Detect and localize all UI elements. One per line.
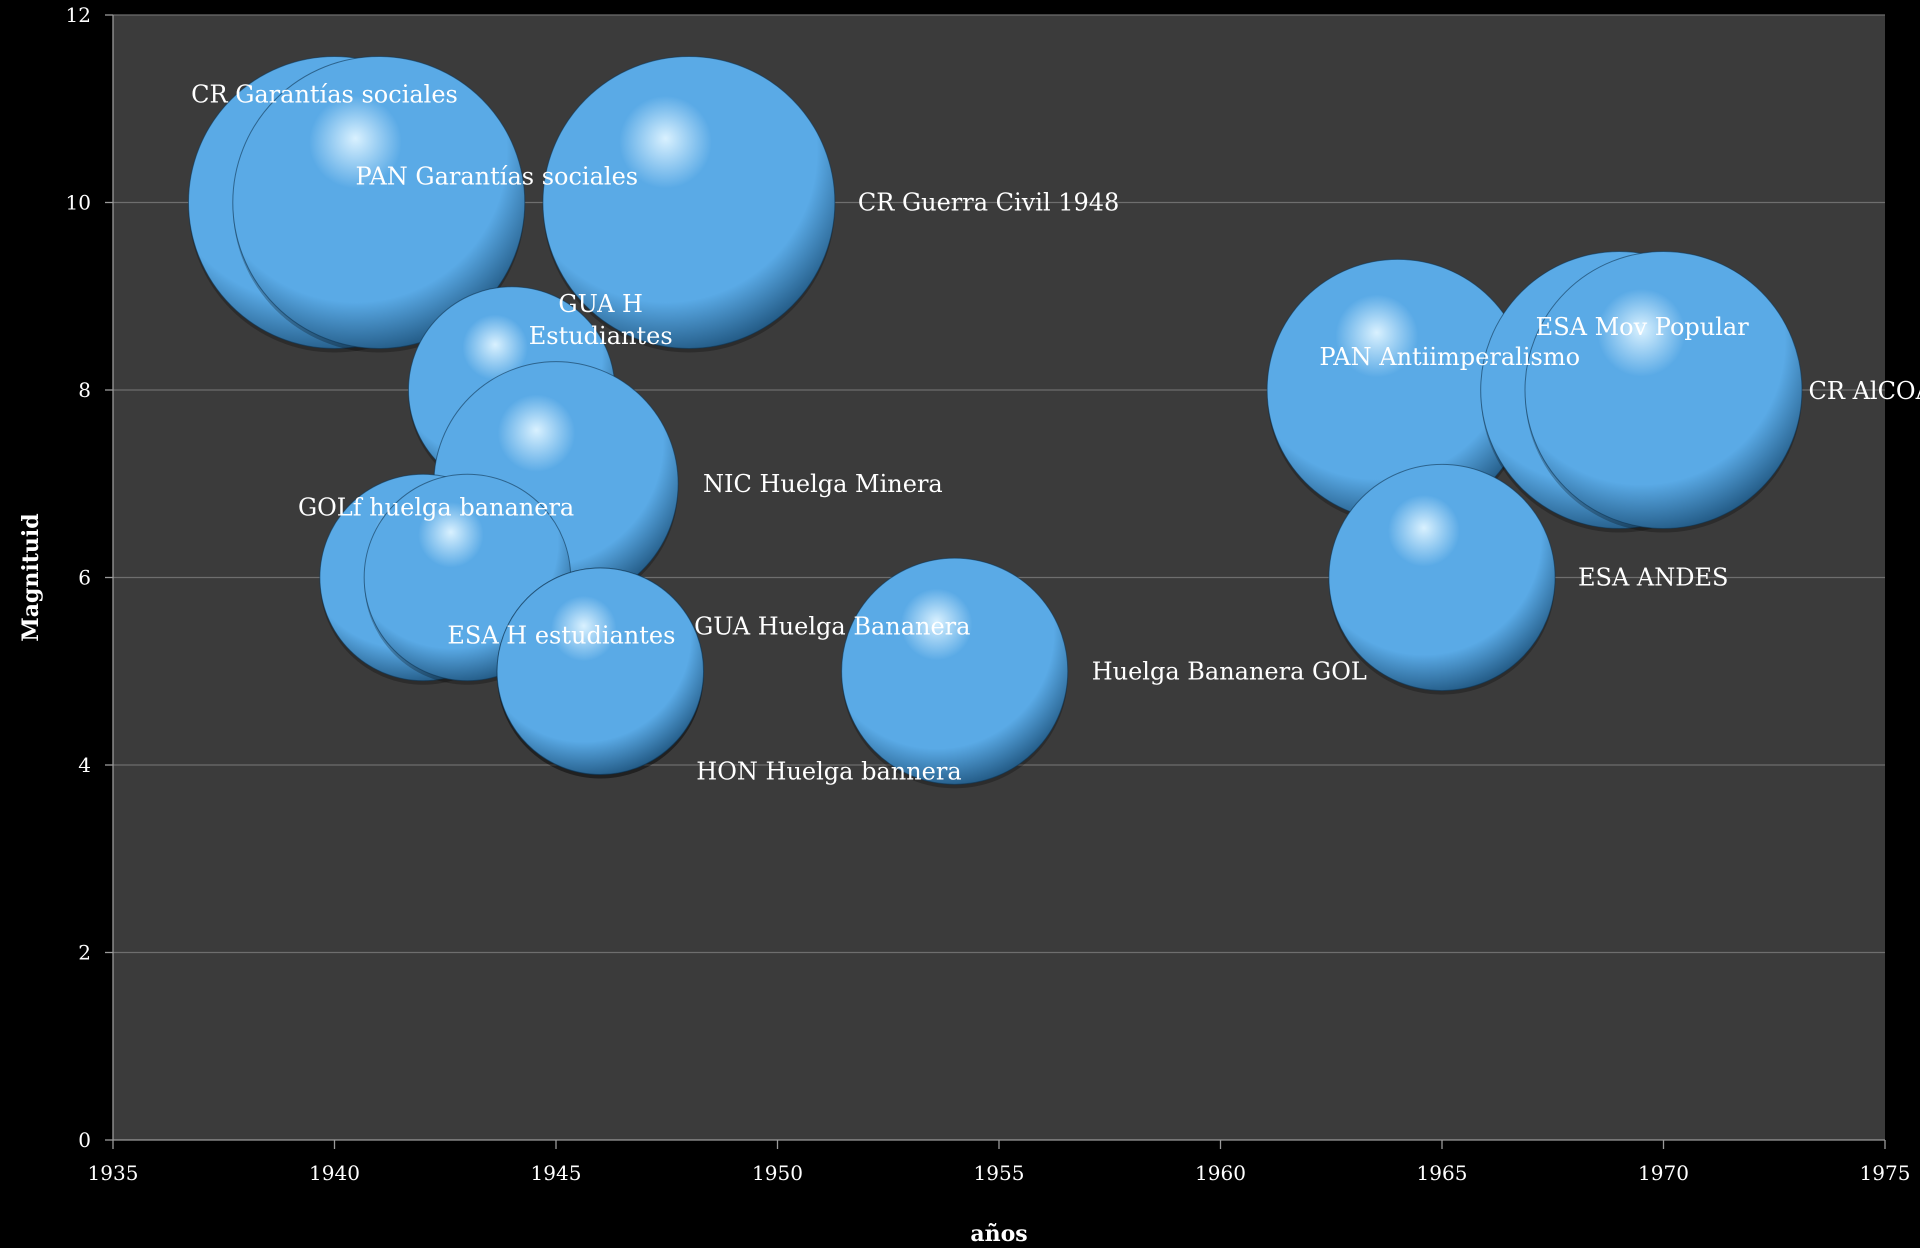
x-tick-label: 1945 [531,1161,582,1185]
y-tick-label: 10 [66,191,91,215]
x-tick-label: 1955 [974,1161,1025,1185]
bubble-label: CR Guerra Civil 1948 [858,189,1119,217]
bubble-label: PAN Antiimperalismo [1319,343,1580,371]
y-tick-label: 2 [78,941,91,965]
y-axis-title: Magnituid [18,513,44,641]
bubble [496,567,705,775]
bubble [841,557,1069,785]
bubble-label: GOLf huelga bananera [298,494,574,522]
bubble-label: GUA H Estudiantes [529,290,673,350]
x-tick-label: 1940 [309,1161,360,1185]
y-tick-label: 6 [78,566,91,590]
x-tick-label: 1975 [1860,1161,1911,1185]
bubble [232,56,526,349]
bubble-label: HON Huelga bannera [696,757,961,785]
bubble-series [188,56,1803,789]
y-tick-label: 8 [78,378,91,402]
x-axis-title: años [970,1221,1027,1247]
bubble [1524,250,1803,530]
bubble-label: CR AlCOA [1809,377,1920,405]
bubble-label: ESA ANDES [1578,564,1728,592]
bubble-label: PAN Garantías sociales [356,163,639,191]
y-tick-label: 4 [78,753,91,777]
bubble-labels: CR Garantías sociales PAN Garantías socia… [191,81,1920,786]
axes: 0 2 4 6 8 10 12 1935 1940 1945 1950 1955 1960 1965 197… [66,3,1911,1185]
bubble-label: Huelga Bananera GOL [1092,657,1367,685]
bubble [1328,463,1556,692]
bubble-label: CR Garantías sociales [191,81,458,109]
y-tick-label: 0 [78,1128,91,1152]
x-tick-label: 1960 [1195,1161,1246,1185]
x-tick-label: 1950 [752,1161,803,1185]
bubble-label: NIC Huelga Minera [703,470,943,498]
x-tick-label: 1965 [1417,1161,1468,1185]
bubble-label: ESA H estudiantes [447,622,675,650]
y-tick-label: 12 [66,3,91,27]
bubble-label: GUA Huelga Bananera [694,612,970,640]
x-tick-label: 1935 [88,1161,139,1185]
bubble-label: ESA Mov Popular [1536,313,1750,341]
bubble [542,56,836,349]
x-tick-label: 1970 [1638,1161,1689,1185]
